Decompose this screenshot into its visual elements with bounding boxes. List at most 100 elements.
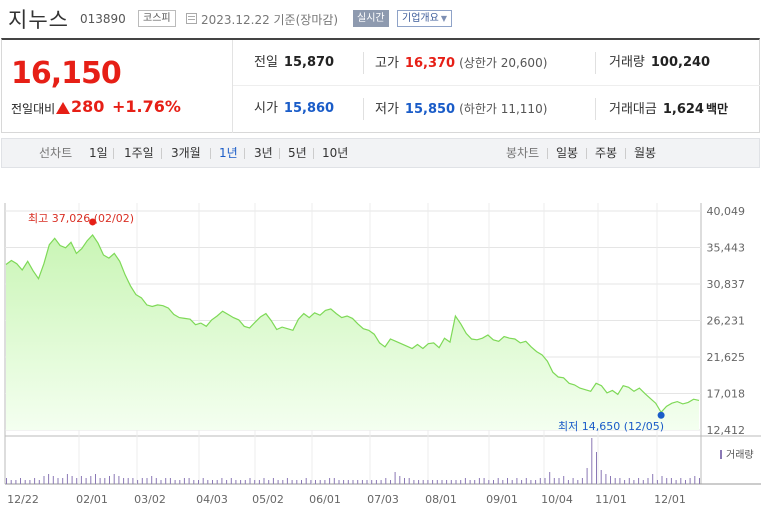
date-text: 2023.12.22 기준(장마감) [201,13,339,27]
volume-bar [624,480,626,484]
volume-bar [57,478,59,484]
volume-bar [48,474,50,484]
y-tick-label: 21,625 [707,351,746,364]
volume-bar [80,476,82,484]
volume-bar [525,478,527,484]
prev-close: 전일 15,870 [254,40,334,86]
volume-bar [441,480,443,484]
volume-bar [137,480,139,484]
x-tick-label: 07/03 [367,493,399,506]
volume-bar [553,478,555,484]
divider [363,52,364,74]
candle-monthly[interactable]: 월봉 [634,146,657,160]
period-1w[interactable]: 1주일 [124,146,154,160]
y-tick-label: 40,049 [707,205,746,218]
volume-bar [549,472,551,484]
volume-bar [544,478,546,484]
price-area-fill [6,235,699,430]
volume-bar [99,478,101,484]
quote-panel: 16,150 전일대비 280 +1.76% 전일 15,870 고가 16,370… [1,38,760,133]
volume-bar [638,478,640,484]
prev-close-label: 전일 [254,55,278,70]
volume-legend-label: 거래량 [726,449,754,461]
volume-bar [315,480,316,484]
period-1y[interactable]: 1년 [219,146,238,160]
volume-bar [6,478,7,484]
amount-label: 거래대금 [609,102,657,117]
volume-bar [310,480,312,484]
volume-bar [455,480,457,484]
open-value: 15,860 [283,101,335,116]
candle-daily[interactable]: 일봉 [556,146,579,160]
volume-bar [52,476,54,484]
volume-bar [694,476,696,484]
volume-bar [361,480,363,484]
candle-weekly[interactable]: 주봉 [595,146,618,160]
x-tick-label: 02/01 [76,493,108,506]
y-tick-label: 35,443 [707,242,746,255]
volume-bar [188,478,190,484]
lower-limit: (하한가 11,110) [459,102,548,116]
volume-bar [324,480,326,484]
volume-bar [614,478,616,484]
volume-bar [371,480,373,484]
x-tick-label: 12/22 [7,493,39,506]
volume-bar [619,478,621,484]
volume-bar [652,474,654,484]
divider [279,148,280,159]
volume-bar [127,478,129,484]
price-chart: 40,049 35,443 30,837 26,231 21,625 17,018 12,4… [4,203,761,506]
period-3m[interactable]: 3개월 [171,146,201,160]
volume-bar [516,478,518,484]
volume-bar [469,480,471,484]
current-price: 16,150 [11,56,122,91]
volume-bar [446,480,448,484]
price-area: 16,150 전일대비 280 +1.76% [2,40,233,133]
period-1d[interactable]: 1일 [89,146,108,160]
volume-bar [432,480,434,484]
period-5y[interactable]: 5년 [288,146,307,160]
volume-bar [132,478,134,484]
volume-bar [244,480,246,484]
volume-bar [427,480,429,484]
volume-bar [474,480,476,484]
period-3y[interactable]: 3년 [254,146,273,160]
volume-bar [464,478,466,484]
divider [595,98,596,120]
volume-bar [357,480,359,484]
volume-bar [685,480,686,484]
max-point-marker [89,218,97,226]
volume-legend-swatch [720,450,722,459]
period-10y[interactable]: 10년 [322,146,349,160]
volume-bar [450,480,452,484]
volume-bar [207,480,209,484]
volume-bar [38,480,40,484]
volume-bar [254,480,256,484]
volume-bar [90,476,92,484]
volume-bar [193,480,195,484]
divider [161,148,162,159]
volume-bar [169,478,171,484]
period-bar: 선차트 1일 1주일 3개월 1년 3년 5년 10년 봉차트 일봉 주봉 월봉 [1,138,760,168]
change-value: 280 [71,97,105,116]
volume-bar [29,480,31,484]
realtime-button[interactable]: 실시간 [353,10,389,27]
price-line [5,234,700,414]
stock-code: 013890 [80,12,126,26]
volume-bar [483,478,485,484]
low-value: 15,850 [404,102,456,117]
low-label: 저가 [375,102,399,117]
volume-bar [366,480,368,484]
x-tick-label: 10/04 [541,493,573,506]
volume-bar [535,480,537,484]
amount-unit: 백만 [705,102,729,116]
x-tick-label: 03/02 [134,493,166,506]
volume-bar [329,478,331,484]
y-tick-label: 17,018 [707,388,746,401]
x-tick-label: 12/01 [654,493,686,506]
company-overview-button[interactable]: 기업개요 ▼ [397,10,452,27]
volume-bar [596,452,597,484]
volume-bar [104,478,106,484]
volume-bar [230,478,232,484]
volume-bar [507,478,508,484]
